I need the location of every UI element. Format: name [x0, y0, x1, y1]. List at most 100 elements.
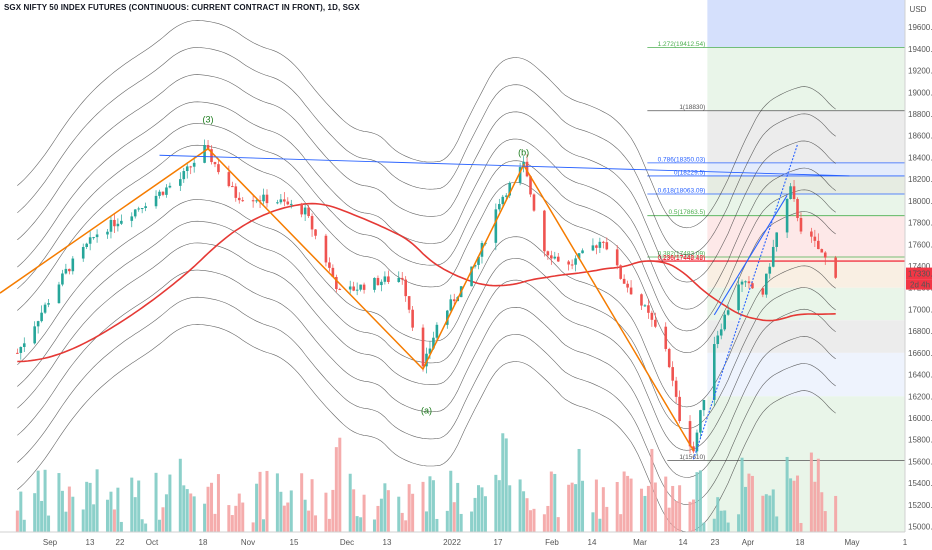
candle-body	[820, 249, 824, 253]
x-tick-label: 17	[494, 538, 503, 547]
volume-bar	[164, 494, 168, 532]
volume-bar	[43, 469, 47, 532]
volume-bar	[813, 481, 817, 532]
candle-body	[338, 289, 342, 291]
candle-body	[165, 187, 168, 195]
fib-label: 1(18830)	[679, 104, 705, 111]
volume-bar	[796, 475, 800, 532]
candle-body	[189, 166, 193, 168]
fib-band	[707, 352, 905, 397]
candle-body	[407, 296, 411, 310]
candle-body	[255, 200, 258, 202]
volume-bar	[379, 498, 383, 532]
volume-bar	[203, 503, 207, 532]
candle-body	[120, 220, 123, 224]
y-tick-label: 15200.00	[908, 501, 932, 510]
candle-body	[834, 257, 837, 278]
candle-body	[310, 216, 314, 230]
candle-body	[36, 321, 40, 327]
volume-bar	[494, 474, 498, 532]
volume-bar	[553, 473, 557, 532]
candle-body	[383, 276, 387, 282]
countdown-badge	[906, 279, 932, 290]
volume-bar	[383, 483, 387, 532]
candle-body	[494, 209, 498, 243]
candle-body	[324, 235, 328, 263]
candle-body	[158, 191, 161, 196]
candle-body	[452, 299, 456, 302]
volume-bar	[400, 512, 404, 532]
candle-body	[258, 200, 262, 202]
volume-bar	[192, 496, 196, 532]
candle-body	[605, 242, 609, 250]
x-tick-label: Dec	[340, 538, 354, 547]
candle-body	[671, 367, 674, 381]
volume-bar	[577, 448, 581, 532]
candle-body	[799, 217, 803, 232]
currency-label: USD	[910, 5, 927, 14]
candle-body	[508, 182, 512, 196]
candle-body	[303, 207, 307, 215]
volume-bar	[456, 482, 460, 532]
candle-body	[504, 195, 508, 197]
volume-bar	[178, 458, 182, 532]
candle-body	[445, 310, 449, 325]
volume-bar	[688, 501, 692, 532]
candle-body	[373, 277, 376, 290]
volume-bar	[289, 490, 293, 532]
candle-body	[185, 166, 189, 172]
volume-bar	[251, 522, 255, 532]
candle-body	[667, 348, 671, 368]
volume-bar	[723, 510, 727, 532]
volume-bar	[771, 489, 775, 532]
volume-bar	[664, 476, 668, 532]
envelope-line	[17, 74, 836, 283]
candle-body	[109, 219, 113, 232]
volume-bar	[726, 522, 730, 532]
price-axis: USD 15000.00 15200.00 15400.00 15600.00 15800…	[904, 0, 932, 550]
volume-bar	[88, 482, 92, 532]
candle-body	[529, 176, 532, 195]
volume-bar	[92, 504, 96, 532]
candle-body	[602, 241, 605, 243]
volume-bar	[591, 512, 595, 532]
volume-bar	[785, 456, 789, 532]
volume-bar	[764, 494, 768, 532]
volume-bar	[15, 510, 19, 532]
volume-bar	[275, 473, 279, 532]
candle-body	[695, 432, 699, 452]
wave-label: (3)	[203, 115, 214, 125]
candle-body	[22, 343, 26, 347]
candle-body	[629, 287, 633, 295]
candle-body	[744, 281, 747, 283]
y-tick-label: 17000.00	[908, 305, 932, 314]
candle-body	[16, 352, 19, 354]
volume-bar	[421, 481, 425, 532]
y-tick-label: 15800.00	[908, 436, 932, 445]
candle-body	[307, 207, 310, 217]
volume-bar	[71, 496, 75, 532]
candle-body	[470, 266, 473, 287]
candle-body	[133, 209, 137, 217]
x-tick-label: 18	[199, 538, 208, 547]
y-tick-label: 17400.00	[908, 262, 932, 271]
candle-body	[68, 268, 71, 272]
volume-bar	[189, 493, 193, 532]
volume-bar	[643, 495, 647, 532]
volume-bar	[22, 519, 26, 532]
candle-body	[577, 253, 581, 259]
y-tick-label: 18600.00	[908, 132, 932, 141]
volume-bar	[529, 510, 533, 532]
candle-body	[130, 216, 134, 221]
volume-bar	[230, 515, 234, 532]
candle-body	[57, 284, 61, 304]
volume-bar	[449, 470, 453, 532]
fib-band	[707, 287, 905, 321]
candle-body	[279, 199, 283, 203]
candle-body	[182, 171, 186, 180]
candle-body	[328, 262, 331, 268]
volume-bar	[740, 457, 744, 532]
volume-bar	[376, 505, 380, 532]
y-tick-label: 19600.00	[908, 23, 932, 32]
